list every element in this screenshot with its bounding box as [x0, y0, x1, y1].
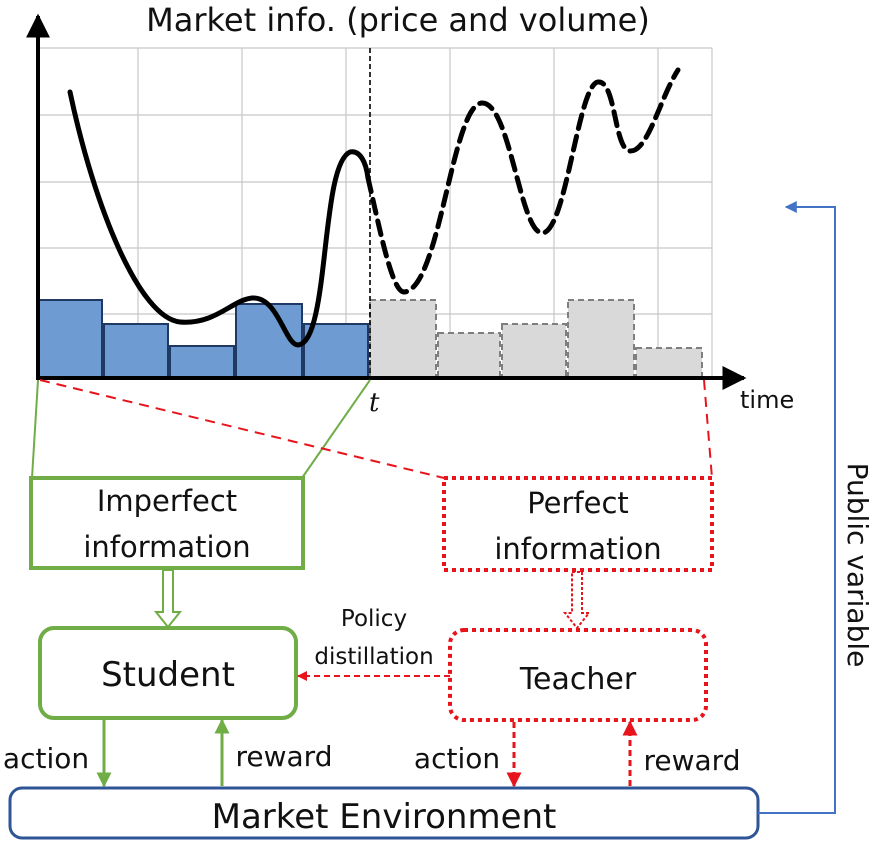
price-curve-past — [67, 89, 371, 348]
volume-bars-future — [369, 299, 703, 379]
perfect-to-teacher-arrow — [562, 571, 592, 630]
volume-bar — [567, 299, 635, 379]
imperfect-to-student-arrow — [153, 569, 183, 629]
t-marker-label: t — [369, 388, 380, 418]
public-variable-label: Public variable — [841, 463, 874, 668]
volume-bars-past — [37, 299, 369, 379]
chart-grid — [38, 47, 713, 378]
student-label: Student — [101, 655, 235, 695]
volume-bar — [169, 345, 235, 379]
teacher-action-label: action — [414, 742, 500, 775]
market-environment-label: Market Environment — [212, 797, 557, 837]
student-action-label: action — [3, 742, 89, 775]
public-variable-arrow — [758, 201, 836, 814]
volume-bar — [303, 323, 369, 379]
imperfect-information-line2: information — [83, 530, 250, 564]
perfect-information-line1: Perfect — [527, 486, 629, 520]
volume-bar — [369, 299, 437, 379]
chart-title: Market info. (price and volume) — [146, 1, 650, 39]
perfect-information-line2: information — [494, 532, 661, 566]
perfect-window-lines — [39, 379, 713, 479]
imperfect-information-line1: Imperfect — [97, 484, 237, 518]
x-axis-label: time — [740, 386, 794, 414]
teacher-reward-label: reward — [644, 744, 741, 777]
student-reward-label: reward — [236, 740, 333, 773]
policy-distillation-line2: distillation — [314, 644, 433, 670]
volume-bar — [635, 347, 703, 379]
perfect-information-box — [442, 476, 714, 572]
volume-bar — [437, 332, 501, 379]
imperfect-window-lines — [31, 379, 371, 479]
volume-bar — [501, 323, 567, 379]
teacher-box — [448, 628, 708, 722]
volume-bar — [37, 299, 103, 379]
student-box — [38, 626, 298, 720]
policy-distillation-line1: Policy — [341, 606, 407, 632]
teacher-label: Teacher — [519, 662, 637, 697]
imperfect-information-box — [29, 476, 305, 570]
volume-bar — [103, 323, 169, 379]
price-curve-future — [365, 67, 681, 295]
